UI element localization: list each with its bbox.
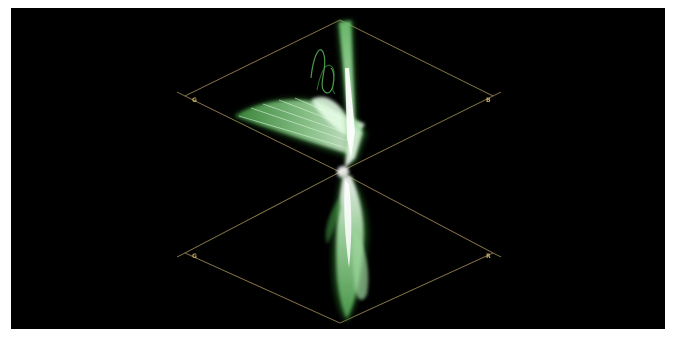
diamond-scope-graph: G B G R [176,19,502,324]
lower-plume-core [344,180,352,268]
lower-left-arrow-shaft [176,252,186,258]
lower-diamond-outline [183,171,495,324]
upper-right-axis-label: B [486,97,491,104]
upper-left-arrow-shaft [176,91,186,97]
upper-trace-loops [310,49,336,95]
upper-loop-line-2 [316,64,336,95]
upper-vertical-core [345,68,355,158]
lower-diamond-graticule [176,171,502,324]
upper-fan-streaks [238,97,360,149]
lower-right-arrow-shaft [492,252,502,258]
lower-trace-plume [325,176,369,322]
diamond-scope-display: G B G R [11,8,665,329]
lower-plume-left-wisp [325,198,341,244]
upper-trace-vertical [337,20,367,168]
lower-left-axis-label: G [192,253,197,260]
center-pinch [337,166,349,178]
upper-left-axis-label: G [192,97,197,104]
lower-right-axis-label: R [486,253,491,260]
lower-plume-right-lobe [352,230,369,300]
upper-right-arrow-shaft [492,91,502,97]
